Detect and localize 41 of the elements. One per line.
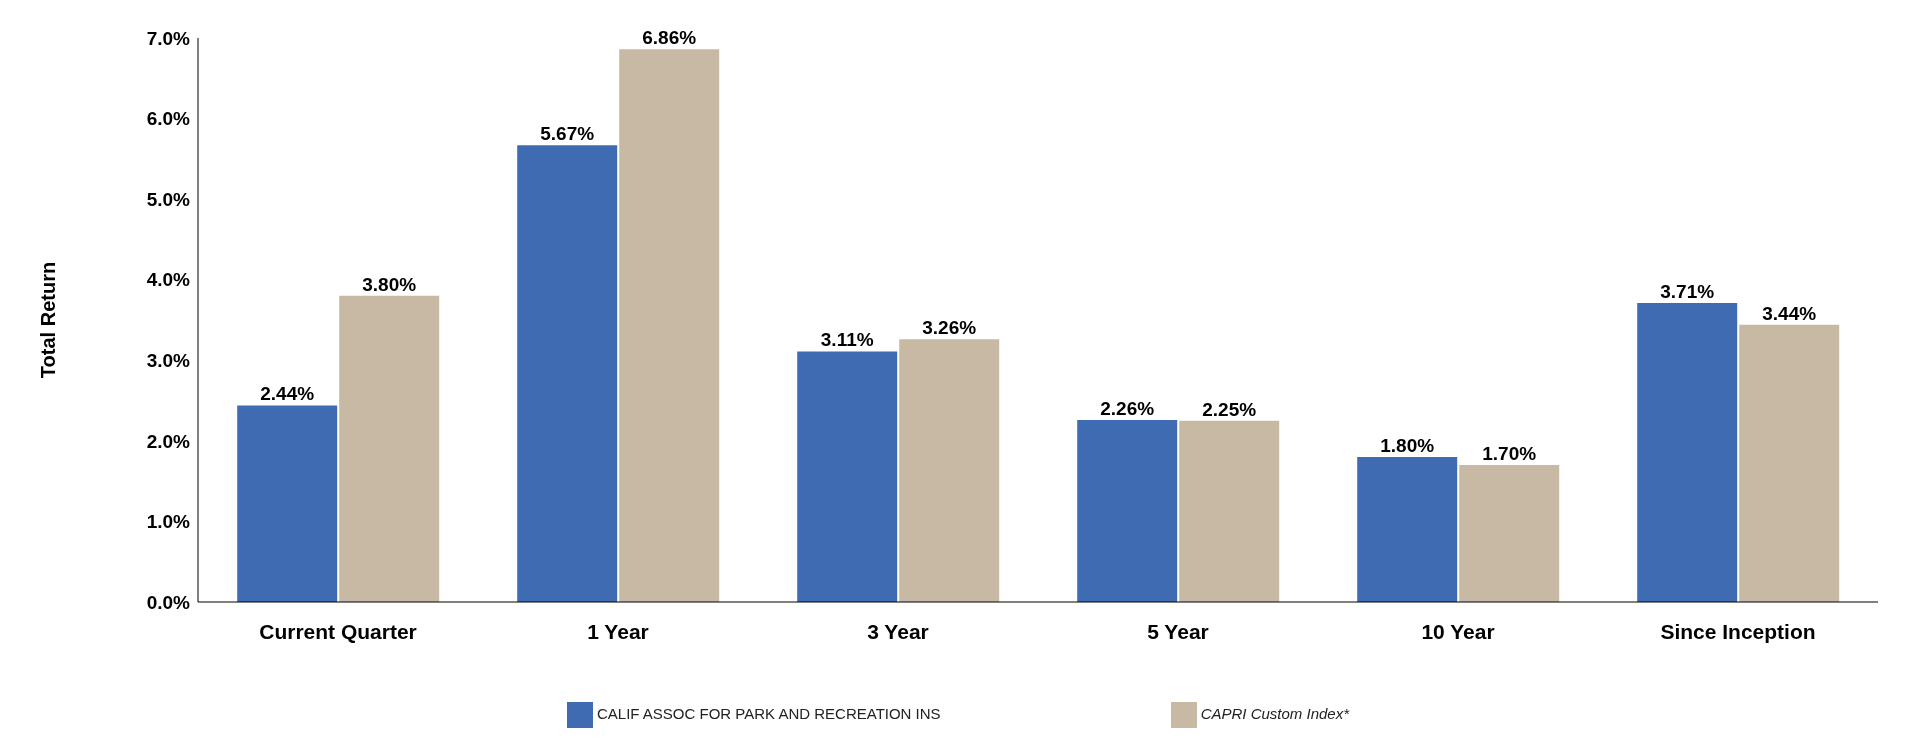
x-tick-label: Current Quarter <box>259 619 417 643</box>
data-label: 2.44% <box>260 383 315 405</box>
data-label: 2.26% <box>1100 397 1155 419</box>
x-tick-label: Since Inception <box>1660 619 1816 643</box>
y-tick-label: 4.0% <box>146 269 191 291</box>
data-label: 6.86% <box>642 27 697 49</box>
data-label: 2.25% <box>1202 398 1257 420</box>
data-label: 3.26% <box>922 317 977 339</box>
x-tick-label: 1 Year <box>587 619 649 643</box>
x-tick-label: 10 Year <box>1421 619 1495 643</box>
bar <box>1179 420 1280 602</box>
bar <box>1637 303 1738 602</box>
bar <box>797 351 898 602</box>
bar <box>1739 324 1840 602</box>
legend-label: CAPRI Custom Index* <box>1200 705 1350 723</box>
y-tick-label: 6.0% <box>146 108 191 130</box>
bar <box>237 405 338 602</box>
bar <box>619 49 720 602</box>
data-label: 3.11% <box>820 329 874 351</box>
bar <box>517 145 618 602</box>
data-label: 5.67% <box>540 123 595 145</box>
y-tick-label: 3.0% <box>146 350 191 372</box>
data-label: 3.44% <box>1762 302 1817 324</box>
y-tick-label: 7.0% <box>146 27 191 49</box>
y-tick-label: 2.0% <box>146 430 191 452</box>
data-label: 1.70% <box>1482 443 1537 465</box>
bar <box>1459 465 1560 602</box>
y-tick-label: 1.0% <box>146 511 191 533</box>
data-label: 3.71% <box>1660 281 1715 303</box>
x-tick-label: 5 Year <box>1147 619 1209 643</box>
bar <box>1077 419 1178 602</box>
y-tick-label: 5.0% <box>146 188 191 210</box>
legend-label: CALIF ASSOC FOR PARK AND RECREATION INS <box>596 705 941 723</box>
y-tick-label: 0.0% <box>146 591 191 613</box>
x-tick-label: 3 Year <box>867 619 929 643</box>
bar <box>899 339 1000 602</box>
y-axis-title: Total Return <box>37 261 60 379</box>
bar <box>339 295 440 602</box>
data-label: 1.80% <box>1380 434 1435 456</box>
data-label: 3.80% <box>362 273 417 295</box>
bar <box>1357 456 1458 602</box>
